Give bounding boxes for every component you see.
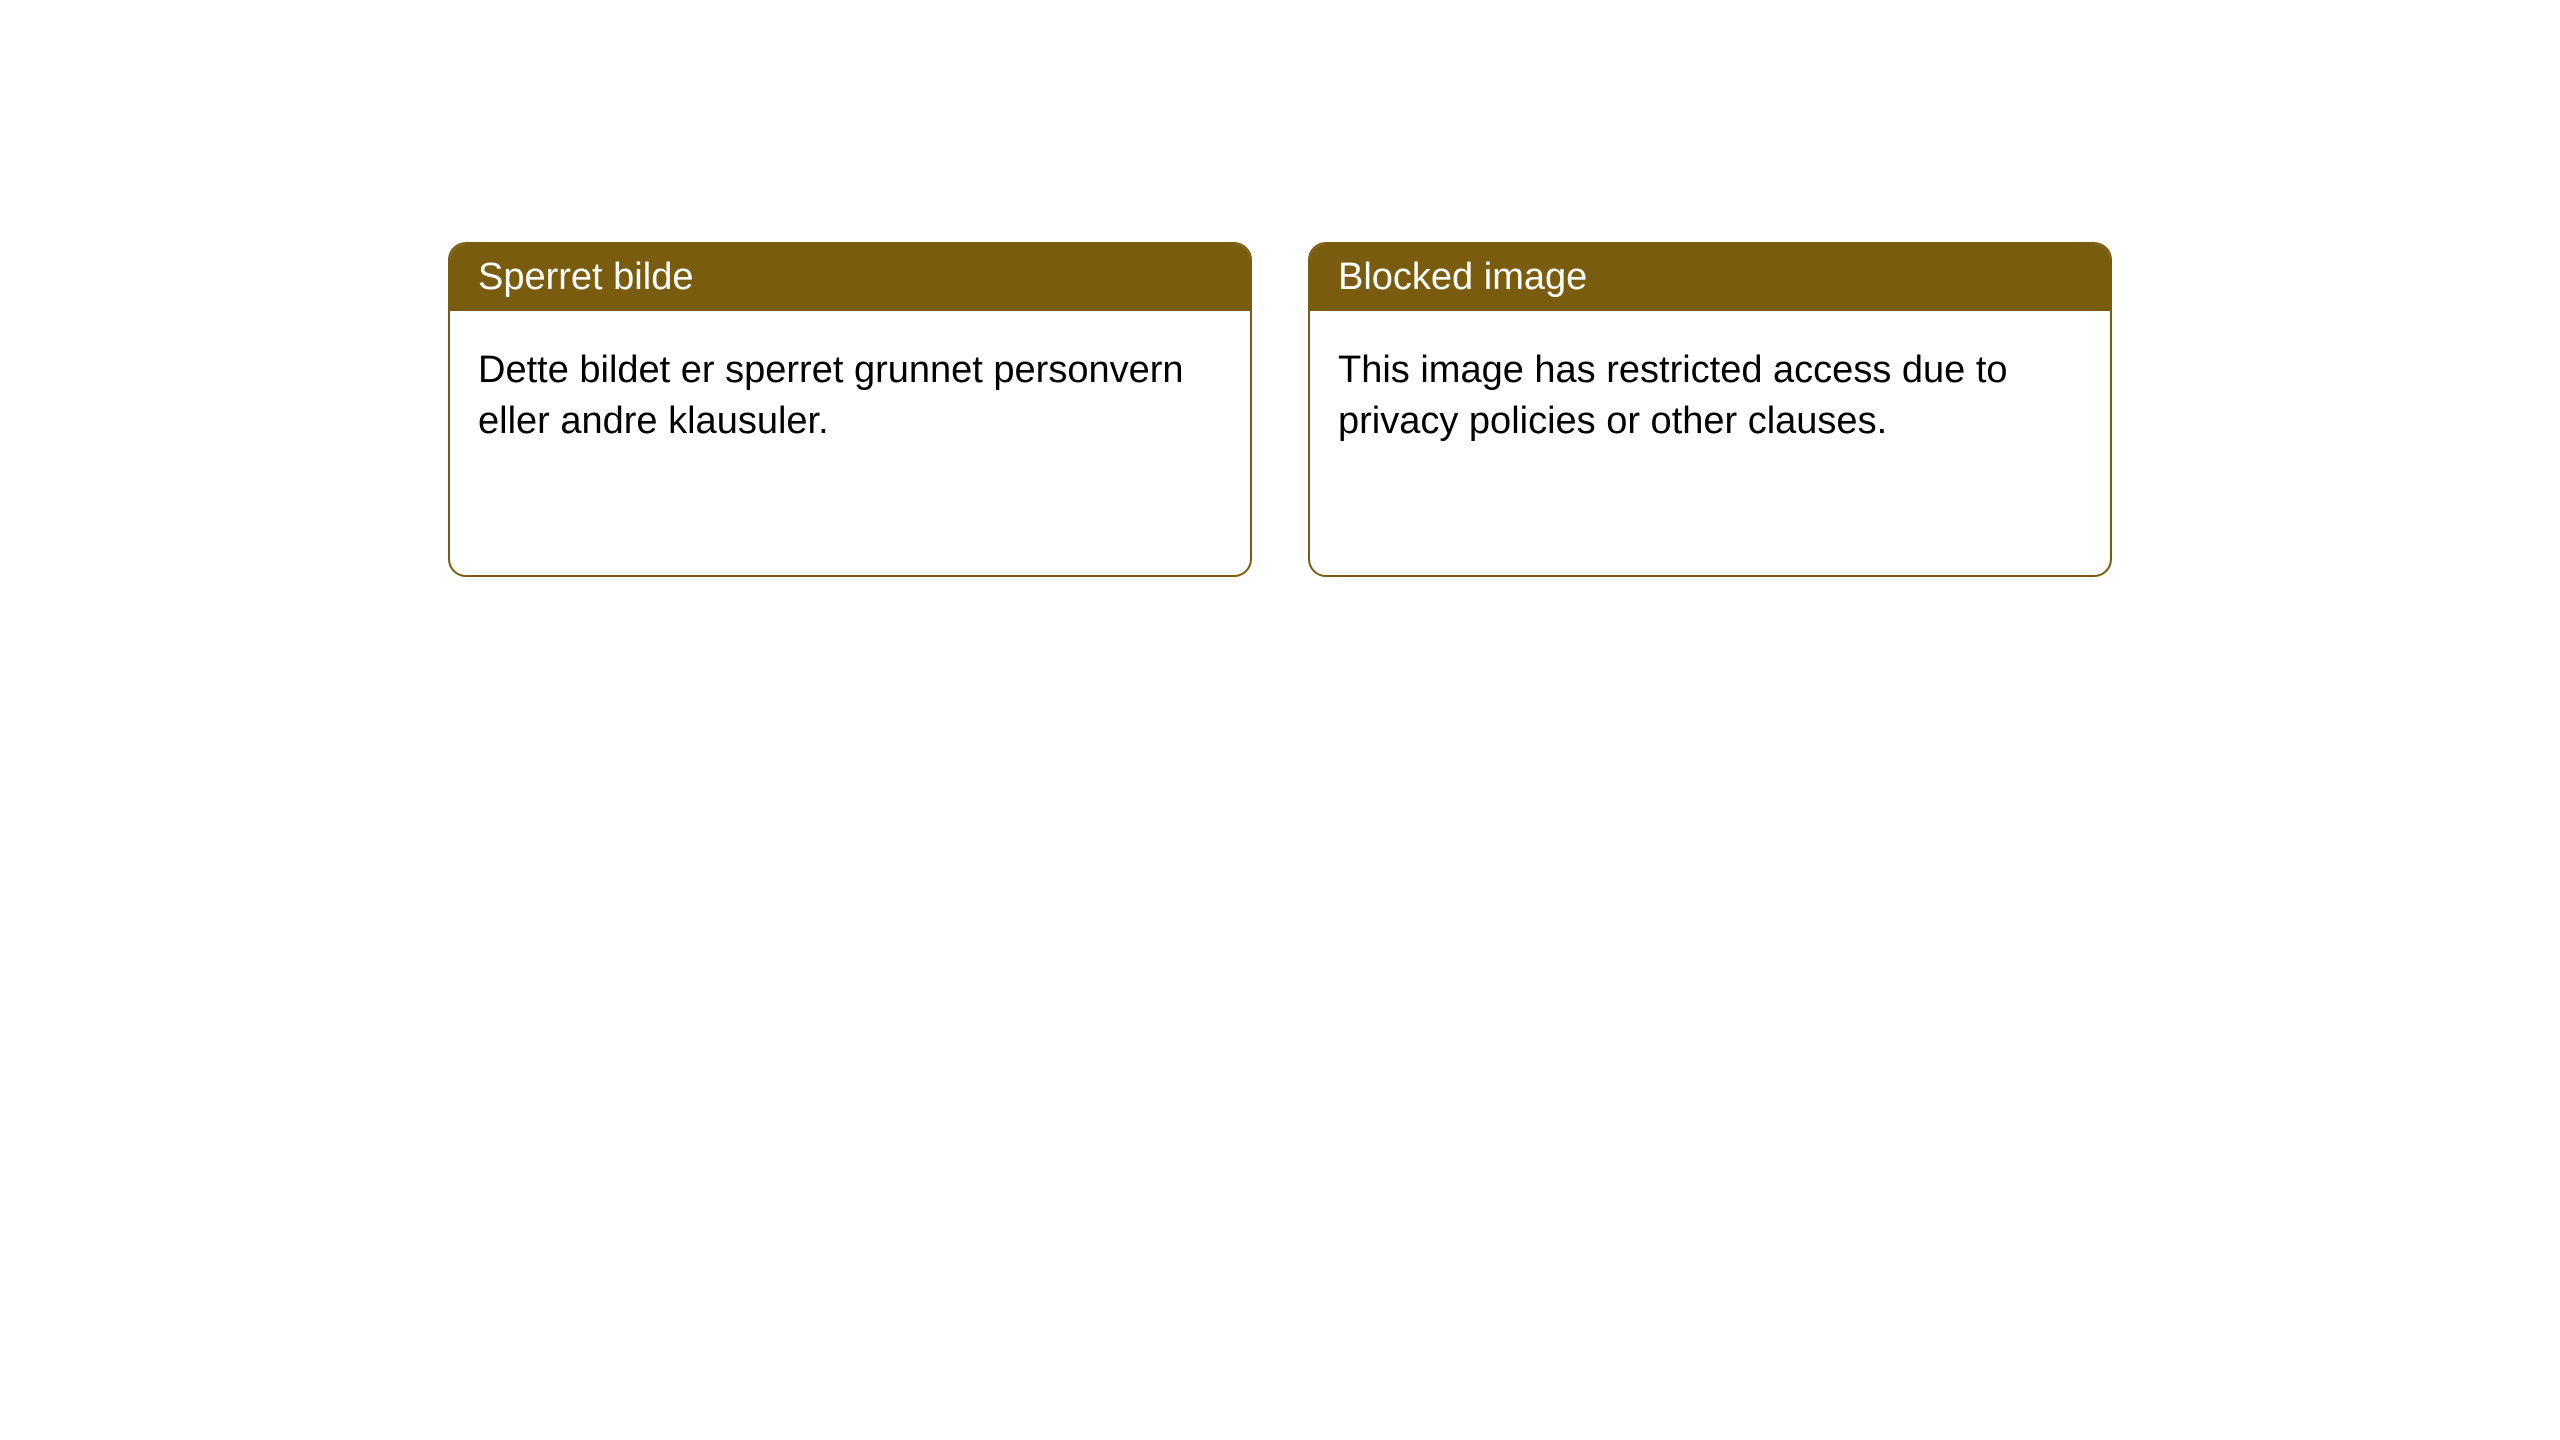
notice-title: Blocked image [1338,256,1587,298]
notice-header: Sperret bilde [450,244,1250,311]
notice-body: Dette bildet er sperret grunnet personve… [450,311,1250,482]
notice-container: Sperret bilde Dette bildet er sperret gr… [0,0,2560,577]
notice-card-english: Blocked image This image has restricted … [1308,242,2112,577]
notice-card-norwegian: Sperret bilde Dette bildet er sperret gr… [448,242,1252,577]
notice-title: Sperret bilde [478,256,693,298]
notice-body-text: Dette bildet er sperret grunnet personve… [478,349,1184,442]
notice-body: This image has restricted access due to … [1310,311,2110,482]
notice-header: Blocked image [1310,244,2110,311]
notice-body-text: This image has restricted access due to … [1338,349,2008,442]
